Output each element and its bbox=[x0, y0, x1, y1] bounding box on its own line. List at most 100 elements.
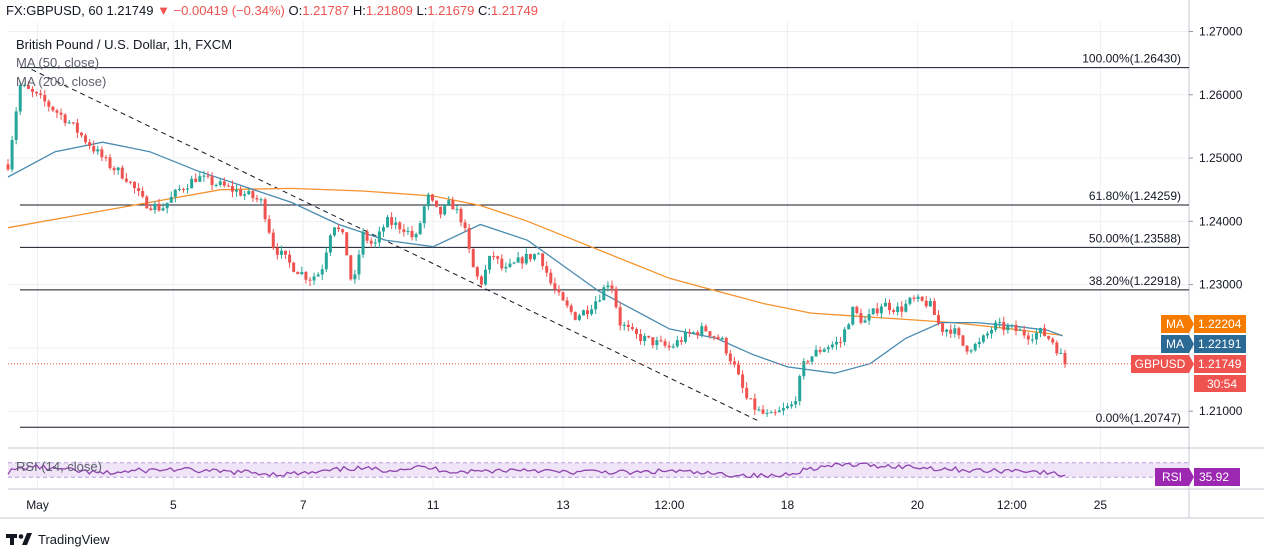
candle-body bbox=[165, 202, 169, 209]
candle-body bbox=[71, 122, 75, 124]
candle-body bbox=[716, 336, 720, 340]
candle-body bbox=[198, 176, 202, 182]
candle-body bbox=[292, 262, 296, 272]
fib-label: 0.00%(1.20747) bbox=[1096, 411, 1181, 425]
candle-body bbox=[304, 272, 308, 280]
legend-ma50[interactable]: MA (50, close) bbox=[16, 55, 99, 70]
candle-body bbox=[1014, 324, 1018, 332]
candle-body bbox=[288, 254, 292, 263]
candle-body bbox=[22, 85, 26, 87]
candle-body bbox=[157, 203, 161, 211]
fib-label: 100.00%(1.26430) bbox=[1082, 52, 1181, 66]
price-badges: MA 1.22204 MA 1.22191 GBPUSD 1.21749 30:54 RSI 3… bbox=[1131, 315, 1246, 486]
symbol-label[interactable]: FX:GBPUSD, 60 bbox=[6, 3, 103, 18]
price-tick-label: 1.21000 bbox=[1199, 404, 1243, 418]
candle-body bbox=[247, 191, 251, 195]
candle-body bbox=[128, 181, 132, 183]
high-value: 1.21809 bbox=[365, 3, 413, 18]
rsi-badge-name-box bbox=[1155, 468, 1189, 486]
badge-name-box bbox=[1161, 315, 1189, 333]
candle-body bbox=[875, 308, 879, 314]
candle-body bbox=[381, 227, 385, 232]
candle-body bbox=[300, 272, 304, 275]
candle-body bbox=[84, 135, 88, 143]
candle-body bbox=[994, 322, 998, 330]
rsi-panel bbox=[8, 462, 1189, 478]
candle-body bbox=[279, 250, 283, 255]
candle-body bbox=[586, 310, 590, 315]
last-price: 1.21749 bbox=[106, 3, 154, 18]
candle-body bbox=[88, 142, 92, 146]
candle-body bbox=[357, 254, 361, 275]
legend-ma200[interactable]: MA (200, close) bbox=[16, 74, 106, 89]
candle-body bbox=[618, 307, 622, 326]
candle-body bbox=[463, 222, 467, 228]
legend-rsi[interactable]: RSI (14, close) bbox=[16, 459, 102, 474]
candle-body bbox=[822, 349, 826, 352]
candle-body bbox=[606, 285, 610, 288]
candle-body bbox=[1030, 339, 1034, 341]
candle-body bbox=[741, 374, 745, 388]
candle-body bbox=[483, 269, 487, 285]
candle-body bbox=[332, 227, 336, 236]
candle-body bbox=[1043, 328, 1047, 337]
candle-body bbox=[769, 412, 773, 414]
candle-body bbox=[316, 274, 320, 277]
candle-body bbox=[153, 203, 157, 210]
candle-body bbox=[455, 208, 459, 210]
fib-label: 50.00%(1.23588) bbox=[1089, 231, 1181, 245]
candle-body bbox=[712, 336, 716, 338]
candle-body bbox=[1034, 332, 1038, 340]
candle-body bbox=[35, 91, 39, 94]
candle-body bbox=[43, 94, 47, 102]
candle-body bbox=[108, 157, 112, 169]
candle-body bbox=[422, 206, 426, 224]
candle-body bbox=[773, 412, 777, 414]
candle-body bbox=[26, 85, 30, 89]
candle-body bbox=[271, 232, 275, 248]
candle-body bbox=[1026, 335, 1030, 340]
candle-body bbox=[226, 185, 230, 187]
candle-body bbox=[112, 168, 116, 171]
tradingview-logo-icon[interactable] bbox=[6, 532, 32, 546]
close-label: C: bbox=[477, 3, 491, 18]
badge-value: 1.22191 bbox=[1198, 337, 1242, 351]
candle-body bbox=[47, 101, 51, 107]
candle-body bbox=[912, 297, 916, 299]
candle-body bbox=[594, 301, 598, 310]
candle-body bbox=[692, 332, 696, 334]
badge-name: MA bbox=[1166, 337, 1184, 351]
candle-body bbox=[390, 217, 394, 225]
candle-body bbox=[949, 329, 953, 334]
candle-body bbox=[569, 305, 573, 312]
candle-body bbox=[708, 331, 712, 337]
candle-body bbox=[1063, 353, 1067, 365]
candle-body bbox=[210, 176, 214, 185]
candle-body bbox=[137, 188, 141, 192]
candle-body bbox=[181, 188, 185, 190]
candle-body bbox=[116, 167, 120, 171]
candle-body bbox=[561, 292, 565, 301]
candle-body bbox=[916, 296, 920, 299]
candle-body bbox=[720, 337, 724, 340]
candle-body bbox=[794, 401, 798, 405]
candle-body bbox=[896, 306, 900, 312]
candle-body bbox=[818, 349, 822, 352]
candle-body bbox=[369, 240, 373, 244]
candle-body bbox=[537, 253, 541, 255]
time-tick-label: 12:00 bbox=[997, 498, 1027, 512]
candle-body bbox=[945, 329, 949, 332]
brand-name[interactable]: TradingView bbox=[38, 531, 110, 547]
candle-body bbox=[785, 406, 789, 409]
rsi-badge-pointer bbox=[1189, 468, 1194, 486]
candle-body bbox=[651, 337, 655, 346]
candle-body bbox=[447, 200, 451, 205]
ma50-line bbox=[7, 141, 1063, 374]
price-tick-label: 1.24000 bbox=[1199, 214, 1243, 228]
candle-body bbox=[545, 266, 549, 273]
candle-body bbox=[671, 346, 675, 348]
candle-body bbox=[267, 219, 271, 233]
candle-body bbox=[985, 333, 989, 336]
badge-value-box bbox=[1194, 335, 1246, 353]
